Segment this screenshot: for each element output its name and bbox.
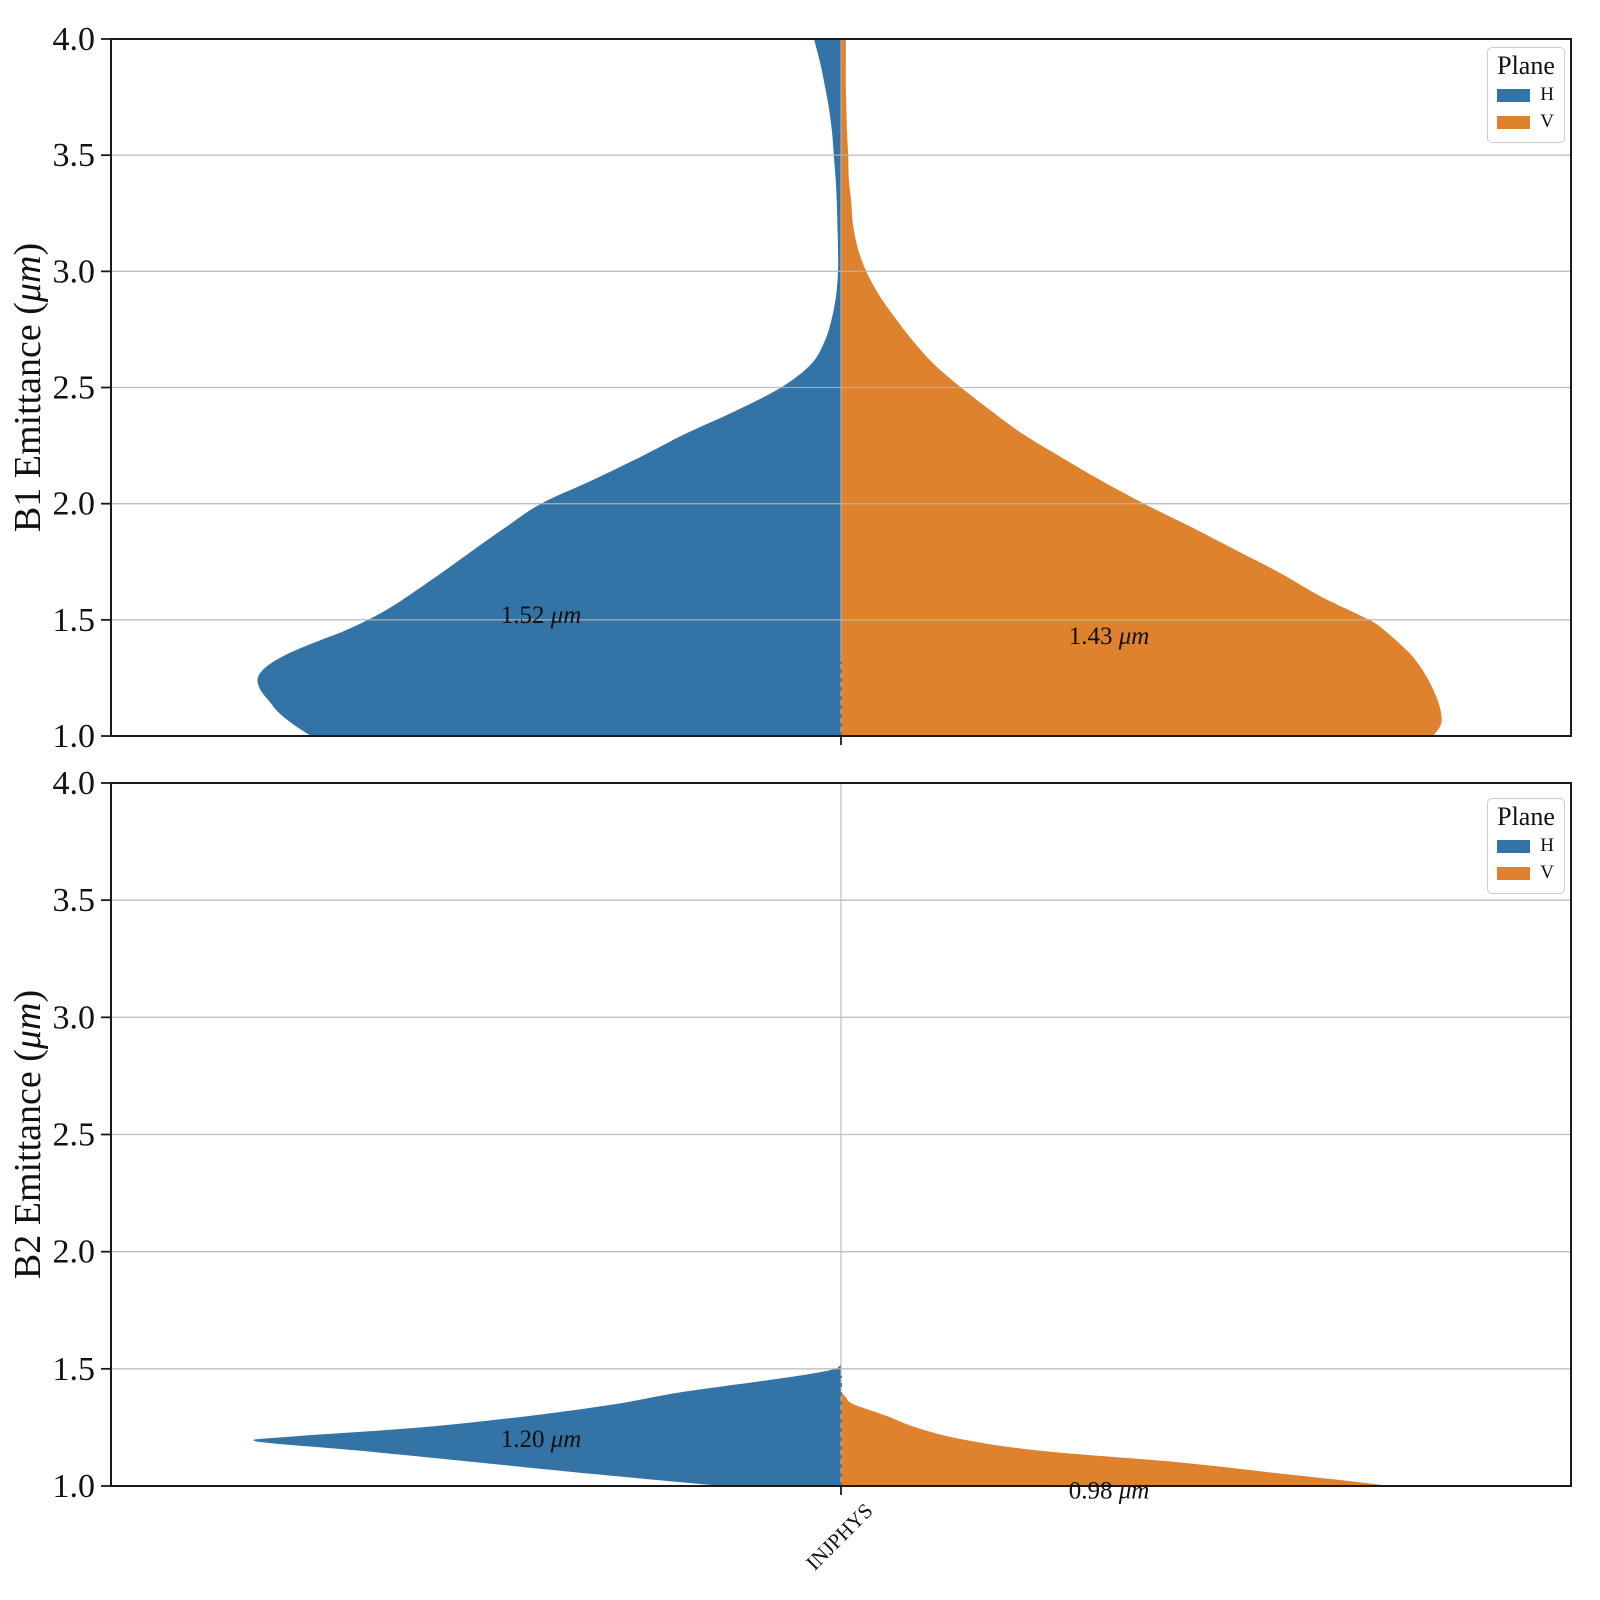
legend-swatch-h xyxy=(1497,839,1530,853)
violin-v-b1 xyxy=(841,39,1442,736)
y-tick-label: 3.5 xyxy=(53,137,96,174)
legend-title: Plane xyxy=(1497,802,1555,831)
y-tick-label: 3.0 xyxy=(53,253,96,290)
y-tick-label: 1.0 xyxy=(53,718,96,755)
y-tick-label: 3.0 xyxy=(53,999,96,1036)
x-tick-label-injphys: INJPHYS xyxy=(801,1499,877,1575)
legend-title: Plane xyxy=(1497,51,1555,80)
legend-label-h: H xyxy=(1540,835,1554,856)
mean-annotation-h-b2: 1.20 μm xyxy=(501,1426,582,1453)
legend-entry-v: V xyxy=(1488,108,1564,135)
legend-swatch-v xyxy=(1497,115,1530,129)
y-axis-title: B1 Emittance (μm) xyxy=(7,243,49,532)
violin-h-b1 xyxy=(257,39,842,736)
legend-swatch-h xyxy=(1497,88,1530,102)
y-tick-label: 1.5 xyxy=(53,1351,96,1388)
mean-annotation-h-b1: 1.52 μm xyxy=(501,602,582,629)
y-tick-label: 2.5 xyxy=(53,370,96,407)
y-tick-label: 4.0 xyxy=(53,765,96,802)
y-tick-label: 2.5 xyxy=(53,1117,96,1154)
subplot-2: 4.0 3.5 3.0 2.5 2.0 1.5 1.0 INJPHYS B2 Emittance… xyxy=(7,765,1572,1575)
violin-h-b2 xyxy=(253,1364,842,1486)
mean-annotation-v-b1: 1.43 μm xyxy=(1069,623,1150,650)
y-tick-label: 1.0 xyxy=(53,1468,96,1505)
legend-label-v: V xyxy=(1540,111,1554,132)
legend-entry-h: H xyxy=(1488,81,1564,108)
legend-entry-h: H xyxy=(1488,832,1564,859)
y-tick-label: 2.0 xyxy=(53,1234,96,1271)
y-tick-label: 4.0 xyxy=(53,21,96,58)
legend-label-v: V xyxy=(1540,862,1554,883)
subplot-1: 4.0 3.5 3.0 2.5 2.0 1.5 1.0 B1 Emittance (μm) 1.… xyxy=(7,21,1572,755)
mean-annotation-v-b2: 0.98 μm xyxy=(1069,1478,1150,1505)
y-tick-label: 1.5 xyxy=(53,602,96,639)
legend-label-h: H xyxy=(1540,84,1554,105)
y-tick-label: 3.5 xyxy=(53,882,96,919)
legend-swatch-v xyxy=(1497,866,1530,880)
violin-v-b2 xyxy=(841,1392,1390,1486)
y-axis-title: B2 Emittance (μm) xyxy=(7,990,49,1279)
legend-entry-v: V xyxy=(1488,859,1564,886)
y-tick-label: 2.0 xyxy=(53,486,96,523)
